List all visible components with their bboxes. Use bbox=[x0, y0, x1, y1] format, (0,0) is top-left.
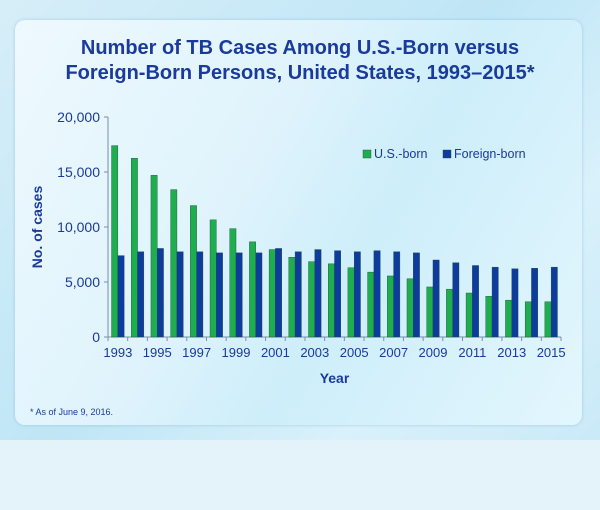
x-tick-label: 2001 bbox=[261, 345, 290, 360]
bar-foreign-born-2011 bbox=[472, 265, 479, 338]
bar-foreign-born-2014 bbox=[531, 268, 538, 338]
bar-us-born-2014 bbox=[524, 301, 532, 338]
bar-us-born-2013 bbox=[505, 299, 512, 338]
bar-foreign-born-2007 bbox=[393, 251, 401, 338]
bar-us-born-2004 bbox=[328, 263, 335, 338]
bottom-band bbox=[0, 440, 600, 510]
bar-us-born-2005 bbox=[347, 267, 355, 338]
x-tick-label: 1999 bbox=[222, 345, 251, 360]
x-tick-label: 2003 bbox=[300, 345, 329, 360]
bar-foreign-born-2015 bbox=[550, 266, 558, 338]
footnote: * As of June 9, 2016. bbox=[30, 407, 114, 417]
bar-foreign-born-2012 bbox=[491, 266, 499, 338]
bar-foreign-born-2008 bbox=[413, 252, 420, 338]
bar-foreign-born-2010 bbox=[452, 262, 460, 338]
bar-foreign-born-2002 bbox=[294, 251, 302, 338]
y-tick-label: 0 bbox=[92, 329, 100, 345]
y-tick-label: 5,000 bbox=[65, 274, 100, 290]
bar-us-born-2003 bbox=[308, 261, 316, 338]
bar-foreign-born-1998 bbox=[216, 252, 223, 338]
x-tick-label: 1997 bbox=[182, 345, 211, 360]
bar-foreign-born-1997 bbox=[196, 251, 204, 338]
bar-us-born-2001 bbox=[268, 249, 276, 338]
bar-us-born-2006 bbox=[367, 271, 375, 338]
bar-foreign-born-1995 bbox=[157, 248, 164, 338]
chart-title: Number of TB Cases Among U.S.-Born versu… bbox=[0, 36, 600, 86]
bar-us-born-1998 bbox=[209, 219, 217, 338]
bar-foreign-born-2013 bbox=[511, 268, 519, 338]
bar-us-born-2010 bbox=[446, 288, 453, 338]
x-tick-label: 1995 bbox=[143, 345, 172, 360]
y-tick-label: 20,000 bbox=[57, 109, 100, 125]
y-tick-label: 10,000 bbox=[57, 219, 100, 235]
legend-label-0: U.S.-born bbox=[374, 147, 428, 161]
bar-foreign-born-2009 bbox=[432, 259, 440, 338]
x-tick-label: 2011 bbox=[458, 345, 486, 360]
bar-us-born-2007 bbox=[387, 275, 394, 338]
x-axis-label: Year bbox=[320, 370, 350, 386]
bar-us-born-2000 bbox=[249, 241, 256, 338]
title-line-2: Foreign-Born Persons, United States, 199… bbox=[65, 62, 535, 84]
x-tick-label: 2007 bbox=[379, 345, 408, 360]
bar-foreign-born-1999 bbox=[235, 252, 243, 338]
x-tick-label: 2015 bbox=[537, 345, 566, 360]
bar-foreign-born-2003 bbox=[314, 249, 322, 338]
bar-foreign-born-2001 bbox=[275, 248, 282, 338]
y-tick-label: 15,000 bbox=[57, 164, 100, 180]
x-tick-label: 2009 bbox=[419, 345, 448, 360]
chart-panel bbox=[15, 20, 582, 425]
bar-us-born-1993 bbox=[111, 145, 119, 338]
y-axis-label: No. of cases bbox=[29, 186, 45, 269]
bar-foreign-born-2006 bbox=[373, 250, 381, 338]
bar-us-born-2015 bbox=[544, 301, 552, 338]
bar-us-born-1999 bbox=[229, 228, 237, 338]
legend-swatch-0 bbox=[362, 149, 372, 159]
x-tick-label: 2013 bbox=[497, 345, 526, 360]
bar-us-born-2002 bbox=[288, 257, 296, 338]
bar-foreign-born-2005 bbox=[353, 251, 361, 338]
legend-label-1: Foreign-born bbox=[454, 147, 526, 161]
bar-us-born-1996 bbox=[170, 189, 178, 338]
x-tick-label: 2005 bbox=[340, 345, 369, 360]
bar-us-born-2009 bbox=[426, 286, 434, 338]
bar-us-born-1994 bbox=[131, 158, 138, 338]
bar-foreign-born-1993 bbox=[117, 255, 125, 338]
bar-us-born-1995 bbox=[150, 175, 158, 338]
bar-us-born-2008 bbox=[406, 278, 414, 338]
bar-us-born-1997 bbox=[190, 205, 197, 338]
legend-swatch-1 bbox=[442, 149, 452, 159]
bar-us-born-2011 bbox=[465, 292, 473, 338]
bar-foreign-born-2004 bbox=[334, 250, 342, 338]
bar-foreign-born-2000 bbox=[255, 252, 263, 338]
bar-us-born-2012 bbox=[485, 296, 493, 338]
title-line-1: Number of TB Cases Among U.S.-Born versu… bbox=[80, 37, 520, 59]
x-tick-label: 1993 bbox=[103, 345, 132, 360]
bar-foreign-born-1994 bbox=[137, 251, 145, 338]
bar-foreign-born-1996 bbox=[176, 251, 184, 338]
